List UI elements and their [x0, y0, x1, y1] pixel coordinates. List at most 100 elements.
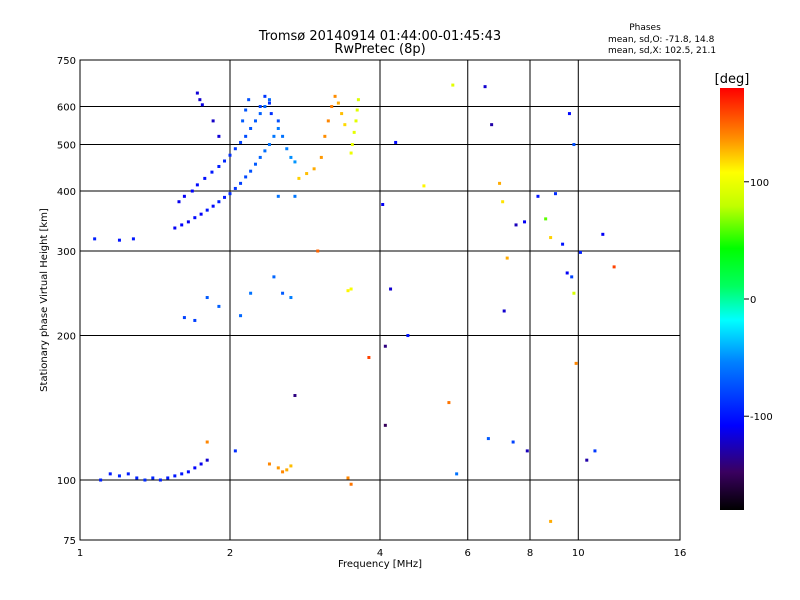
- data-point: [205, 208, 209, 212]
- data-point: [289, 464, 293, 468]
- data-point: [217, 134, 221, 138]
- data-point: [223, 195, 227, 199]
- data-point: [244, 134, 248, 138]
- x-tick-label: 2: [227, 548, 233, 559]
- data-point: [565, 271, 569, 275]
- data-point: [117, 474, 121, 478]
- colorbar-label: [deg]: [715, 72, 750, 87]
- data-point: [276, 126, 280, 130]
- data-point: [352, 130, 356, 134]
- data-point: [574, 361, 578, 365]
- data-point: [126, 472, 130, 476]
- data-point: [293, 394, 297, 398]
- data-point: [498, 181, 502, 185]
- data-point: [336, 101, 340, 105]
- data-point: [217, 200, 221, 204]
- data-point: [249, 291, 253, 295]
- x-tick-label: 4: [377, 548, 383, 559]
- data-point: [281, 291, 285, 295]
- data-point: [389, 287, 393, 291]
- data-point: [561, 242, 565, 246]
- data-point: [267, 101, 271, 105]
- data-point: [263, 105, 267, 109]
- data-point: [253, 162, 257, 166]
- x-axis-ticks: 1 2 4 6 8 10 16: [77, 548, 687, 559]
- data-point: [143, 478, 147, 482]
- data-point: [394, 140, 398, 144]
- data-point: [343, 123, 347, 127]
- data-point: [572, 291, 576, 295]
- data-point: [612, 265, 616, 269]
- data-point: [258, 112, 262, 116]
- data-point: [511, 440, 515, 444]
- data-point: [383, 423, 387, 427]
- data-point: [108, 472, 112, 476]
- y-tick-label: 750: [57, 56, 76, 67]
- data-point: [190, 189, 194, 193]
- x-tick-label: 10: [572, 548, 585, 559]
- y-tick-label: 300: [57, 247, 76, 258]
- data-point: [422, 184, 426, 188]
- data-point: [233, 186, 237, 190]
- data-point: [180, 472, 184, 476]
- data-point: [269, 112, 273, 116]
- data-point: [223, 159, 227, 163]
- data-point: [293, 160, 297, 164]
- y-axis-label: Stationary phase Virtual Height [km]: [39, 208, 50, 392]
- data-point: [383, 344, 387, 348]
- colorbar-gradient: [720, 88, 744, 510]
- data-point: [514, 223, 518, 227]
- data-point: [285, 468, 289, 472]
- y-tick-label: 600: [57, 103, 76, 114]
- data-point: [319, 155, 323, 159]
- data-point: [177, 200, 181, 204]
- data-point: [272, 134, 276, 138]
- data-point: [99, 478, 103, 482]
- data-point: [247, 98, 251, 102]
- data-point: [200, 103, 204, 107]
- data-point: [305, 172, 309, 176]
- data-point: [486, 437, 490, 441]
- data-point: [549, 236, 553, 240]
- data-point: [182, 194, 186, 198]
- data-point: [349, 151, 353, 155]
- data-point: [490, 123, 494, 127]
- data-point: [267, 98, 271, 102]
- x-tick-label: 8: [527, 548, 533, 559]
- stats-o: mean, sd,O: -71.8, 14.8: [608, 35, 715, 45]
- data-point: [135, 476, 139, 480]
- data-point: [340, 112, 344, 116]
- data-point: [570, 275, 574, 279]
- data-point: [593, 449, 597, 453]
- colorbar-ticks: 100 0 -100: [744, 178, 773, 423]
- data-point: [289, 296, 293, 300]
- data-point: [281, 134, 285, 138]
- data-point: [333, 94, 337, 98]
- data-point: [572, 143, 576, 147]
- data-point: [406, 334, 410, 338]
- data-point: [210, 170, 214, 174]
- data-point: [228, 192, 232, 196]
- data-point: [203, 176, 207, 180]
- data-point: [193, 216, 197, 220]
- y-tick-label: 75: [63, 536, 76, 547]
- y-tick-label: 200: [57, 332, 76, 343]
- colorbar: [deg] 100 0 -100: [715, 72, 773, 510]
- data-point: [276, 194, 280, 198]
- data-point: [276, 119, 280, 123]
- data-point: [346, 476, 350, 480]
- data-point: [249, 169, 253, 173]
- data-point: [233, 147, 237, 151]
- data-point: [244, 108, 248, 112]
- data-point: [367, 355, 371, 359]
- data-point: [217, 164, 221, 168]
- data-point: [193, 466, 197, 470]
- data-point: [272, 275, 276, 279]
- data-point: [186, 220, 190, 224]
- data-point: [276, 466, 280, 470]
- data-points: [93, 83, 616, 523]
- x-tick-label: 16: [674, 548, 687, 559]
- data-point: [93, 237, 97, 241]
- data-point: [281, 470, 285, 474]
